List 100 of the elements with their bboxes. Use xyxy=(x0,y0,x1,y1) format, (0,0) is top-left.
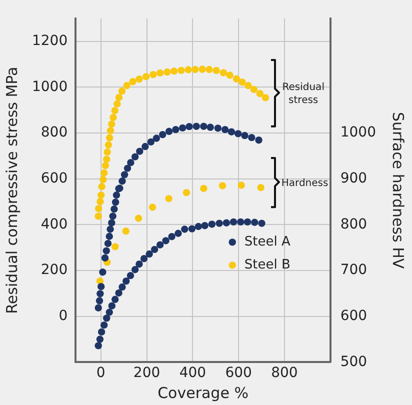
point xyxy=(168,233,176,240)
point xyxy=(251,218,258,226)
y2-tick-label: 1000 xyxy=(340,124,376,141)
point xyxy=(129,78,136,86)
point xyxy=(148,204,156,211)
point xyxy=(142,73,150,80)
point xyxy=(159,131,166,138)
point xyxy=(127,158,134,166)
x-axis-title: Coverage % xyxy=(158,384,248,402)
point xyxy=(222,219,230,226)
point xyxy=(201,222,208,230)
y-tick-label: 0 xyxy=(58,308,68,324)
point xyxy=(186,122,193,130)
legend-label: Steel A xyxy=(244,234,290,250)
point xyxy=(188,225,196,232)
point xyxy=(208,220,216,228)
point xyxy=(112,192,120,199)
point xyxy=(162,237,170,244)
point xyxy=(98,328,106,336)
point xyxy=(123,82,130,90)
point xyxy=(102,247,110,254)
point xyxy=(98,183,106,190)
annotation: Hardness xyxy=(281,176,328,190)
point xyxy=(94,304,102,312)
point xyxy=(100,176,107,184)
point xyxy=(106,127,114,134)
y-tick-label: 800 xyxy=(40,124,68,141)
point xyxy=(170,68,178,75)
point xyxy=(98,192,105,199)
point xyxy=(108,302,116,310)
annotation: Residual stress xyxy=(281,81,326,108)
point xyxy=(256,90,264,98)
point xyxy=(106,308,113,316)
point xyxy=(136,148,144,155)
point xyxy=(118,87,126,95)
point xyxy=(112,198,120,206)
y2-tick-label: 900 xyxy=(340,170,368,186)
point xyxy=(115,94,123,102)
y-tick-label: 400 xyxy=(40,216,68,232)
point xyxy=(112,296,119,303)
y-tick-label: 1200 xyxy=(32,32,68,49)
point xyxy=(96,290,104,298)
point xyxy=(178,66,185,74)
point xyxy=(118,283,126,291)
point xyxy=(238,182,245,189)
point xyxy=(136,76,143,83)
point xyxy=(248,134,256,142)
x-tick-label: 0 xyxy=(96,365,106,382)
point xyxy=(122,228,130,235)
point xyxy=(192,66,199,74)
point xyxy=(192,122,200,130)
point xyxy=(230,218,238,226)
point xyxy=(131,266,139,274)
y2-tick-label: 500 xyxy=(340,354,368,370)
point xyxy=(257,184,264,192)
y2-tick-label: 800 xyxy=(340,216,368,232)
point xyxy=(174,230,182,237)
point xyxy=(165,128,173,135)
point xyxy=(136,260,143,268)
point xyxy=(226,72,234,79)
point xyxy=(178,124,186,132)
point xyxy=(234,130,242,138)
point xyxy=(150,246,158,254)
point xyxy=(146,250,153,258)
point xyxy=(250,86,258,94)
point xyxy=(120,171,128,178)
point xyxy=(109,212,116,220)
point xyxy=(131,153,139,160)
point xyxy=(200,122,208,130)
point xyxy=(237,218,244,226)
point xyxy=(218,182,226,190)
point xyxy=(122,277,130,285)
point xyxy=(206,66,213,74)
point xyxy=(100,321,108,329)
point xyxy=(181,226,188,233)
point xyxy=(184,66,192,74)
x-tick-label: 400 xyxy=(179,365,206,382)
point xyxy=(165,194,172,202)
point xyxy=(104,148,111,156)
point xyxy=(221,126,229,134)
y-tick-label: 200 xyxy=(40,262,68,278)
point xyxy=(126,272,134,280)
x-tick-label: 200 xyxy=(133,365,160,382)
point xyxy=(106,134,114,142)
point xyxy=(104,240,112,248)
point xyxy=(140,255,148,262)
point xyxy=(115,289,122,297)
point xyxy=(198,66,206,73)
x-tick-label: 600 xyxy=(225,365,252,382)
point xyxy=(102,162,110,170)
point xyxy=(164,68,171,76)
point xyxy=(96,198,104,206)
point xyxy=(94,342,102,350)
point xyxy=(216,220,223,227)
point xyxy=(103,314,110,322)
point xyxy=(152,134,160,142)
point xyxy=(220,69,228,76)
point xyxy=(104,141,112,149)
point xyxy=(238,78,246,86)
point xyxy=(106,226,114,233)
